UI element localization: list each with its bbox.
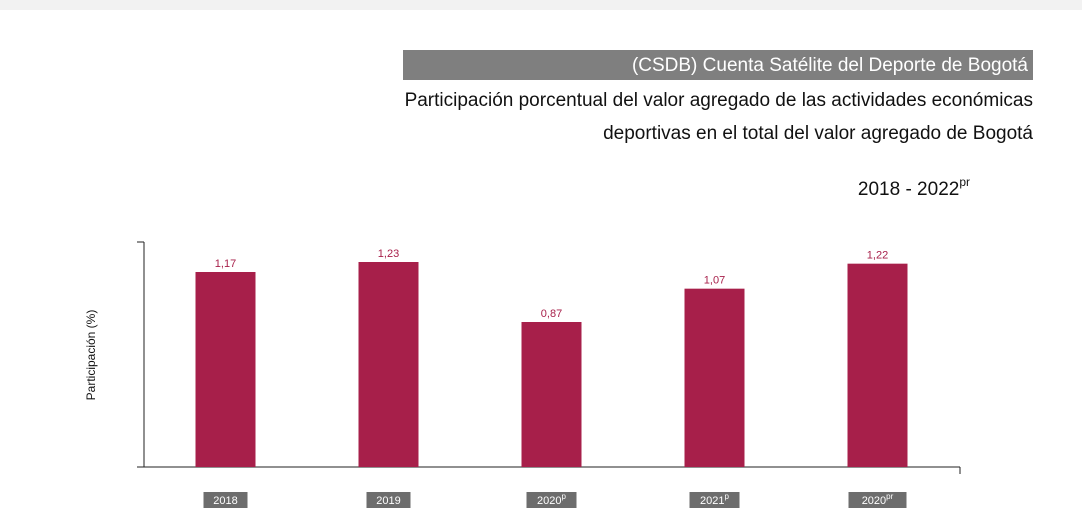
x-tick-label: 2020pr xyxy=(862,492,894,507)
x-tick-superscript: p xyxy=(562,492,567,501)
x-tick-label: 2018 xyxy=(213,495,237,507)
bar xyxy=(195,272,256,467)
header: (CSDB) Cuenta Satélite del Deporte de Bo… xyxy=(632,55,1028,76)
period-superscript: pr xyxy=(959,175,970,189)
data-label: 1,17 xyxy=(215,258,236,270)
data-label: 1,22 xyxy=(867,250,888,262)
x-tick-year: 2020 xyxy=(537,495,561,507)
period-text: 2018 - 2022 xyxy=(858,179,959,200)
x-label-box xyxy=(203,492,248,508)
x-label-box xyxy=(366,492,411,508)
chart-title: deportivas en el total del valor agregad… xyxy=(603,123,1033,144)
x-tick-year: 2020 xyxy=(862,495,886,507)
bar xyxy=(358,262,419,467)
data-label: 1,23 xyxy=(378,248,399,260)
data-label: 0,87 xyxy=(541,308,562,320)
period: 2018 - 2022pr xyxy=(858,175,970,200)
x-tick-label: 2020p xyxy=(537,492,566,507)
x-tick-superscript: p xyxy=(725,492,730,501)
x-tick-label: 2021p xyxy=(700,492,729,507)
bar xyxy=(684,288,745,467)
x-label-box xyxy=(689,492,740,508)
x-tick-year: 2019 xyxy=(376,495,400,507)
top-bar xyxy=(0,0,1082,10)
x-label-box xyxy=(848,492,907,508)
bar xyxy=(521,322,582,467)
x-tick-year: 2018 xyxy=(213,495,237,507)
x-label-box xyxy=(526,492,577,508)
y-axis-label: Participación (%) xyxy=(84,310,98,401)
header-band xyxy=(403,50,1033,80)
bar xyxy=(847,263,908,467)
chart-title: Participación porcentual del valor agreg… xyxy=(405,90,1033,111)
x-tick-year: 2021 xyxy=(700,495,724,507)
x-tick-label: 2019 xyxy=(376,495,400,507)
data-label: 1,07 xyxy=(704,275,725,287)
x-tick-superscript: pr xyxy=(886,492,893,501)
